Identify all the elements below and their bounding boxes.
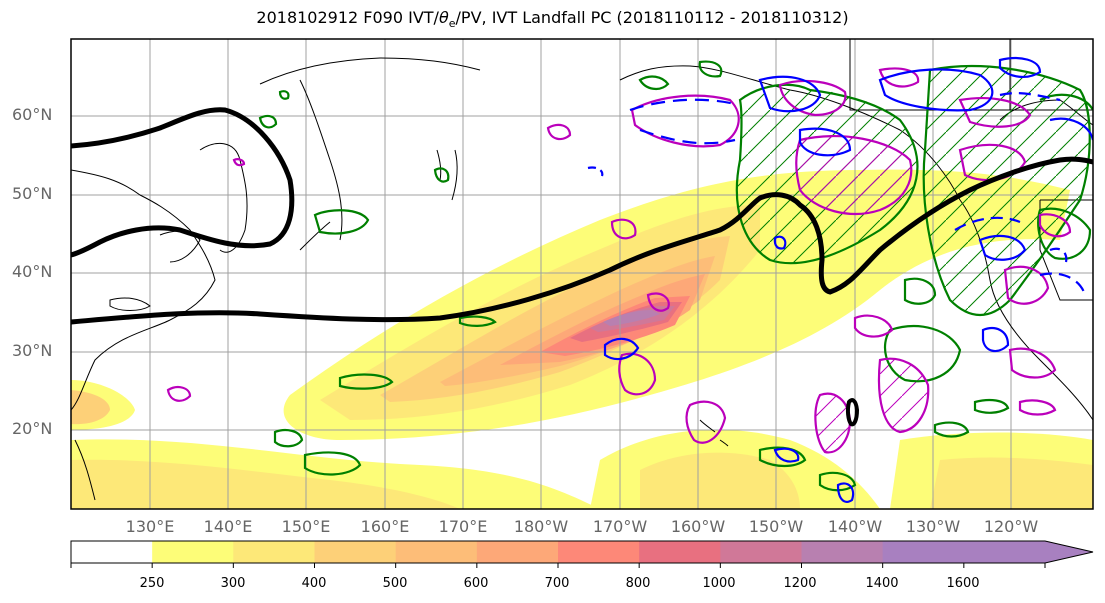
colorbar-segment (71, 541, 153, 563)
map-frame (70, 38, 1094, 510)
colorbar-tick-label: 700 (544, 576, 570, 591)
lat-label-40: 40°N (12, 262, 53, 281)
colorbar-tick-label: 1400 (865, 576, 899, 591)
colorbar-segment (314, 541, 397, 563)
lon-label: 150°W (748, 517, 804, 536)
colorbar-segment (558, 541, 640, 563)
colorbar-segment (476, 541, 559, 563)
colorbar-segment (801, 541, 884, 563)
blue-contours (587, 56, 1093, 503)
pv-contour (71, 107, 1093, 427)
lon-label: 160°E (360, 517, 410, 536)
lon-label: 130°W (905, 517, 961, 536)
colorbar-tick-label: 1600 (946, 576, 980, 591)
colorbar-tick-label: 1200 (783, 576, 817, 591)
colorbar-tick-label: 250 (139, 576, 165, 591)
lat-label-50: 50°N (12, 184, 53, 203)
colorbar-segment (395, 541, 478, 563)
colorbar-segment (639, 541, 721, 563)
ivt-shading (71, 169, 1093, 509)
colorbar-segment (963, 541, 1046, 563)
lon-label: 170°W (592, 517, 648, 536)
lat-label-20: 20°N (12, 419, 53, 438)
lon-label: 170°E (438, 517, 488, 536)
colorbar-tick-label: 500 (382, 576, 408, 591)
colorbar-tick-label: 600 (463, 576, 489, 591)
lon-label: 120°W (983, 517, 1039, 536)
colorbar (70, 540, 1094, 568)
map-title: 2018102912 F090 IVT/θe/PV, IVT Landfall … (256, 8, 849, 31)
lon-label: 140°W (827, 517, 883, 536)
colorbar-segment (882, 541, 965, 563)
colorbar-segment (152, 541, 234, 563)
lat-label-30: 30°N (12, 341, 53, 360)
hatched-regions (736, 66, 1090, 453)
lon-label: 150°E (281, 517, 331, 536)
lon-label: 140°E (203, 517, 253, 536)
lon-label: 160°W (670, 517, 726, 536)
colorbar-tick-label: 300 (220, 576, 246, 591)
lon-label: 180°W (513, 517, 569, 536)
colorbar-segment (233, 541, 315, 563)
colorbar-tick-label: 1000 (702, 576, 736, 591)
magenta-contours (166, 67, 1072, 454)
colorbar-segment (720, 541, 802, 563)
colorbar-tick-label: 800 (625, 576, 651, 591)
colorbar-tick-label: 400 (301, 576, 327, 591)
lat-label-60: 60°N (12, 105, 53, 124)
lon-label: 130°E (125, 517, 175, 536)
